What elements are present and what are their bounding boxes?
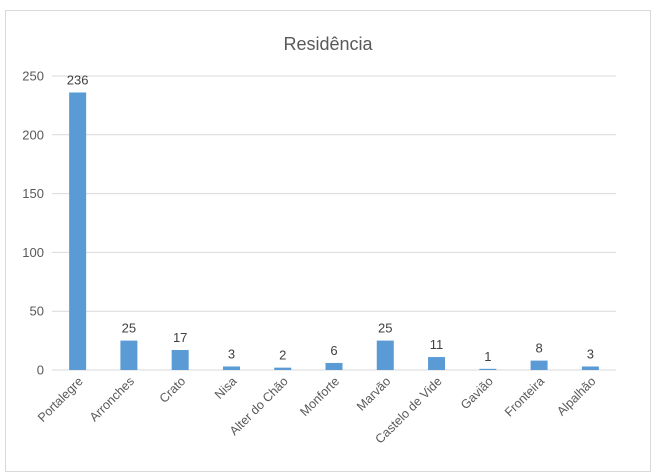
bar <box>274 367 292 370</box>
bar <box>530 360 548 370</box>
bar <box>479 368 497 370</box>
data-label: 8 <box>535 341 542 356</box>
data-label: 2 <box>279 348 286 363</box>
bar <box>120 340 138 370</box>
chart-frame <box>5 10 651 472</box>
bar <box>376 340 394 370</box>
data-label: 236 <box>67 72 89 87</box>
x-tick-label: Nisa <box>212 374 240 402</box>
data-label: 3 <box>228 346 235 361</box>
x-tick-label: Portalegre <box>35 374 86 425</box>
bar <box>325 362 343 370</box>
bar <box>428 357 446 370</box>
x-tick-label: Fronteira <box>502 374 547 419</box>
y-axis: 0 50 100 150 200 250 <box>22 69 44 378</box>
data-label: 11 <box>430 337 444 352</box>
x-tick-label: Marvão <box>354 374 393 413</box>
y-tick-label: 150 <box>22 186 44 201</box>
x-tick-label: Monforte <box>297 374 342 419</box>
bar <box>171 350 189 370</box>
y-tick-label: 200 <box>22 127 44 142</box>
y-tick-label: 250 <box>22 69 44 84</box>
data-label: 25 <box>378 321 392 336</box>
bar <box>222 366 240 370</box>
bar <box>581 366 599 370</box>
x-tick-label: Alpalhão <box>554 374 598 418</box>
data-label: 17 <box>173 330 187 345</box>
x-tick-label: Arronches <box>87 374 137 424</box>
x-tick-label: Gavião <box>458 374 496 412</box>
y-tick-label: 100 <box>22 245 44 260</box>
data-label: 6 <box>330 343 337 358</box>
data-label: 1 <box>484 349 491 364</box>
gridlines <box>52 75 616 371</box>
y-tick-label: 0 <box>37 363 44 378</box>
chart-title: Residência <box>283 34 373 54</box>
y-tick-label: 50 <box>30 304 44 319</box>
data-label: 3 <box>587 346 594 361</box>
bar <box>69 92 87 371</box>
data-label: 25 <box>122 321 136 336</box>
x-tick-label: Crato <box>157 374 189 406</box>
